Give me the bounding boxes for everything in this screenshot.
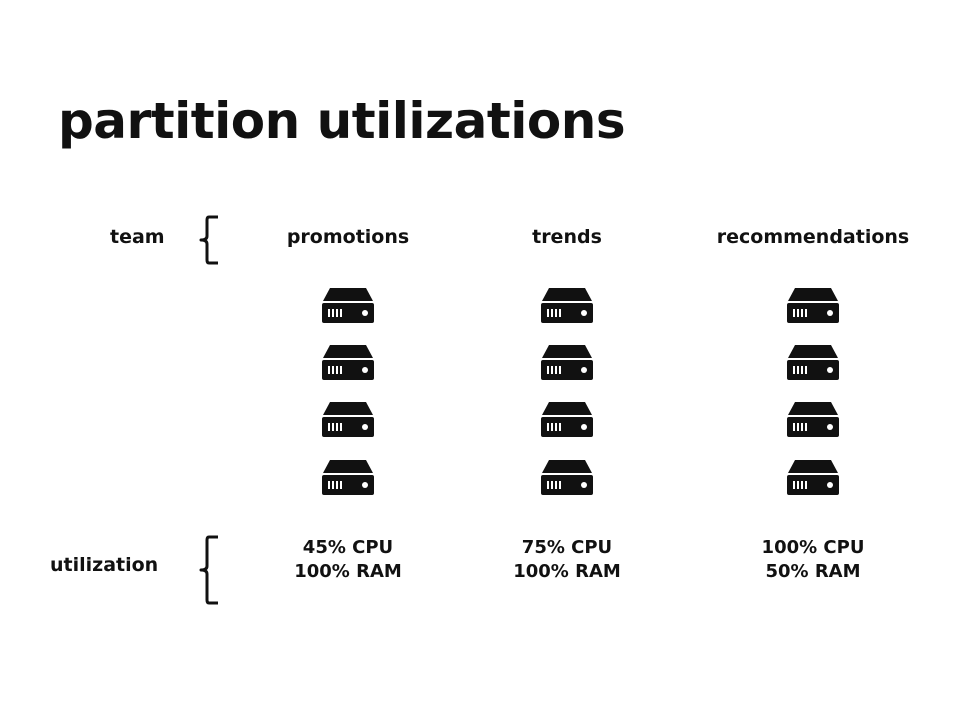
- page-title: partition utilizations: [58, 92, 626, 150]
- server-icon: [787, 460, 839, 495]
- utilization-metrics: 75% CPU 100% RAM: [513, 536, 621, 585]
- team-name: promotions: [286, 226, 410, 248]
- ram-utilization: 100% RAM: [294, 561, 402, 583]
- team-row-label: team: [110, 226, 165, 248]
- cpu-utilization: 100% CPU: [761, 537, 865, 558]
- ram-utilization: 100% RAM: [513, 561, 621, 583]
- team-name: recommendations: [716, 226, 910, 248]
- utilization-metrics: 45% CPU 100% RAM: [294, 536, 402, 585]
- server-icon: [787, 402, 839, 437]
- server-icon: [541, 460, 593, 495]
- server-icon: [541, 288, 593, 323]
- server-icon: [322, 460, 374, 495]
- server-icon: [787, 288, 839, 323]
- server-icon: [787, 345, 839, 380]
- server-icon: [541, 402, 593, 437]
- server-icon: [322, 402, 374, 437]
- cpu-utilization: 45% CPU: [302, 537, 394, 558]
- team-name: trends: [532, 226, 602, 248]
- server-icon: [322, 345, 374, 380]
- utilization-metrics: 100% CPU 50% RAM: [762, 536, 865, 585]
- utilization-brace-icon: [199, 535, 218, 605]
- ram-utilization: 50% RAM: [765, 561, 861, 583]
- team-brace-icon: [199, 215, 218, 265]
- server-icon: [322, 288, 374, 323]
- utilization-row-label: utilization: [50, 554, 159, 576]
- cpu-utilization: 75% CPU: [521, 537, 613, 558]
- server-icon: [541, 345, 593, 380]
